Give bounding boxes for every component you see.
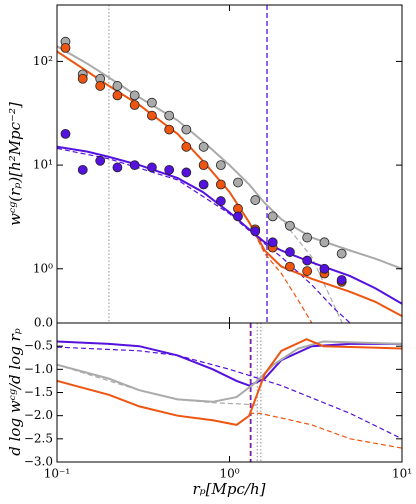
data-point [233,211,243,222]
y-tick-label: −1.0 [24,362,53,376]
data-point [336,248,347,259]
data-point [95,155,106,166]
data-point [302,266,313,276]
data-point [129,160,140,170]
data-point [112,162,123,173]
data-point [181,141,192,152]
x-tick-label: 10¹ [392,467,412,481]
data-point [164,164,175,175]
data-point [285,247,295,257]
data-point [302,232,313,243]
y-tick-label: 10² [33,54,53,68]
data-point [95,81,106,91]
line [57,338,402,426]
line [57,340,402,403]
y-tick-label: 10⁰ [33,261,53,275]
data-point [267,211,278,222]
data-point [181,124,192,135]
data-point [336,275,347,285]
data-point [302,255,313,266]
data-point [215,179,226,190]
data-point [319,263,330,274]
y-tick-label: 0.0 [34,316,53,330]
x-axis-label: rₚ[Mpc/h] [193,480,266,498]
data-point [112,90,123,101]
data-point [181,167,192,178]
data-point [285,220,295,231]
data-point [285,261,295,272]
data-point [319,237,330,248]
data-point [147,97,157,108]
data-point [198,179,209,190]
data-point [60,42,71,53]
y-tick-label: −2.5 [24,431,53,445]
data-point [250,195,261,205]
x-tick-label: 10⁰ [219,467,239,481]
data-point [77,73,88,84]
data-point [147,110,157,121]
y-tick-label: −2.0 [24,408,53,422]
x-tick-label: 10⁻¹ [44,467,70,481]
plot-area [57,323,402,462]
y-axis-label: wᶜᵍ(rₚ)[h²Mpc⁻²] [6,102,24,226]
data-point [129,90,140,101]
data-point [164,110,175,121]
line [57,340,402,387]
data-point [164,124,175,135]
y-tick-label: 10¹ [33,158,53,172]
y-tick-label: −3.0 [24,455,53,469]
y-tick-label: −0.5 [24,339,53,353]
data-point [147,162,157,173]
data-point [129,100,140,110]
line [249,412,402,449]
data-point [267,237,278,248]
data-point [60,128,71,139]
line [57,346,402,440]
y-axis-label: d log wᶜᵍ/d log rₚ [6,328,24,456]
data-point [215,196,226,206]
data-point [233,177,243,188]
data-point [112,81,123,91]
line [57,45,402,270]
data-point [198,160,209,170]
data-point [215,160,226,170]
line [228,191,313,323]
plot-area [57,5,402,323]
data-point [198,141,209,152]
line [57,364,260,407]
data-point [77,164,88,175]
data-point [250,226,261,237]
y-tick-label: −1.5 [24,385,53,399]
